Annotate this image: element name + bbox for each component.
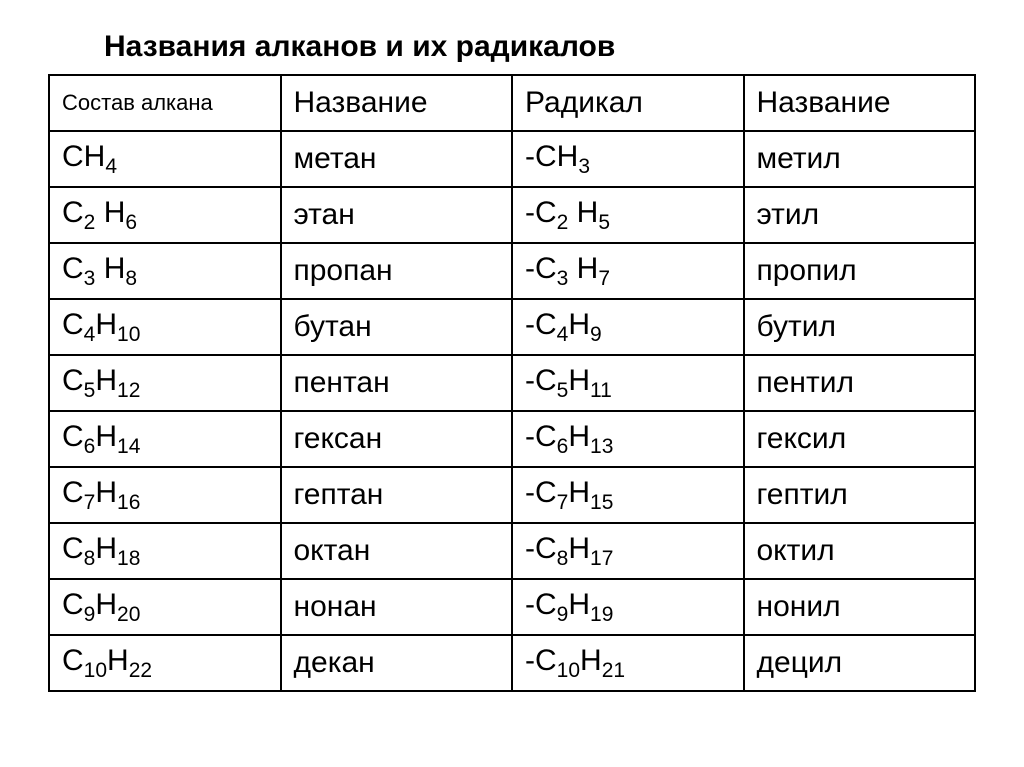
- alkanes-table: Состав алкана Название Радикал Название …: [48, 74, 976, 692]
- table-row: C10H22декан-C10H21децил: [49, 635, 975, 691]
- cell-radical-formula: -C8H17: [512, 523, 744, 579]
- cell-radical-name: пентил: [744, 355, 976, 411]
- cell-alkane-name: октан: [281, 523, 513, 579]
- cell-alkane-name: пентан: [281, 355, 513, 411]
- table-row: C9H20нонан-C9H19нонил: [49, 579, 975, 635]
- cell-alkane-name: нонан: [281, 579, 513, 635]
- cell-alkane-name: гептан: [281, 467, 513, 523]
- page-title: Названия алканов и их радикалов: [104, 30, 976, 64]
- cell-alkane-formula: C5H12: [49, 355, 281, 411]
- cell-alkane-name: этан: [281, 187, 513, 243]
- cell-radical-formula: -C9H19: [512, 579, 744, 635]
- cell-alkane-name: декан: [281, 635, 513, 691]
- cell-radical-formula: -C7H15: [512, 467, 744, 523]
- cell-radical-name: этил: [744, 187, 976, 243]
- cell-radical-name: гексил: [744, 411, 976, 467]
- cell-radical-formula: -C5H11: [512, 355, 744, 411]
- header-radical-name: Название: [744, 75, 976, 131]
- cell-alkane-formula: C4H10: [49, 299, 281, 355]
- cell-alkane-formula: C9H20: [49, 579, 281, 635]
- cell-radical-name: пропил: [744, 243, 976, 299]
- cell-radical-name: гептил: [744, 467, 976, 523]
- header-radical-formula: Радикал: [512, 75, 744, 131]
- cell-radical-formula: -C6H13: [512, 411, 744, 467]
- header-alkane-formula: Состав алкана: [49, 75, 281, 131]
- cell-alkane-formula: C8H18: [49, 523, 281, 579]
- cell-alkane-formula: C2 H6: [49, 187, 281, 243]
- table-row: C4H10бутан-C4H9бутил: [49, 299, 975, 355]
- table-row: C2 H6этан-C2 H5этил: [49, 187, 975, 243]
- cell-radical-name: метил: [744, 131, 976, 187]
- table-body: CH4метан-CH3метилC2 H6этан-C2 H5этилC3 H…: [49, 131, 975, 691]
- cell-alkane-name: гексан: [281, 411, 513, 467]
- cell-alkane-formula: C3 H8: [49, 243, 281, 299]
- cell-alkane-name: пропан: [281, 243, 513, 299]
- table-row: CH4метан-CH3метил: [49, 131, 975, 187]
- table-row: C7H16гептан-C7H15гептил: [49, 467, 975, 523]
- table-header-row: Состав алкана Название Радикал Название: [49, 75, 975, 131]
- table-row: C8H18октан-C8H17октил: [49, 523, 975, 579]
- cell-radical-name: децил: [744, 635, 976, 691]
- header-alkane-name: Название: [281, 75, 513, 131]
- cell-radical-formula: -CH3: [512, 131, 744, 187]
- cell-radical-name: бутил: [744, 299, 976, 355]
- cell-radical-formula: -C2 H5: [512, 187, 744, 243]
- table-row: C3 H8пропан-C3 H7пропил: [49, 243, 975, 299]
- cell-alkane-formula: C10H22: [49, 635, 281, 691]
- cell-alkane-formula: C6H14: [49, 411, 281, 467]
- cell-radical-formula: -C3 H7: [512, 243, 744, 299]
- cell-alkane-name: метан: [281, 131, 513, 187]
- table-row: C5H12пентан-C5H11пентил: [49, 355, 975, 411]
- table-row: C6H14гексан-C6H13гексил: [49, 411, 975, 467]
- cell-radical-formula: -C10H21: [512, 635, 744, 691]
- cell-radical-formula: -C4H9: [512, 299, 744, 355]
- cell-alkane-formula: CH4: [49, 131, 281, 187]
- cell-radical-name: октил: [744, 523, 976, 579]
- cell-alkane-name: бутан: [281, 299, 513, 355]
- cell-radical-name: нонил: [744, 579, 976, 635]
- cell-alkane-formula: C7H16: [49, 467, 281, 523]
